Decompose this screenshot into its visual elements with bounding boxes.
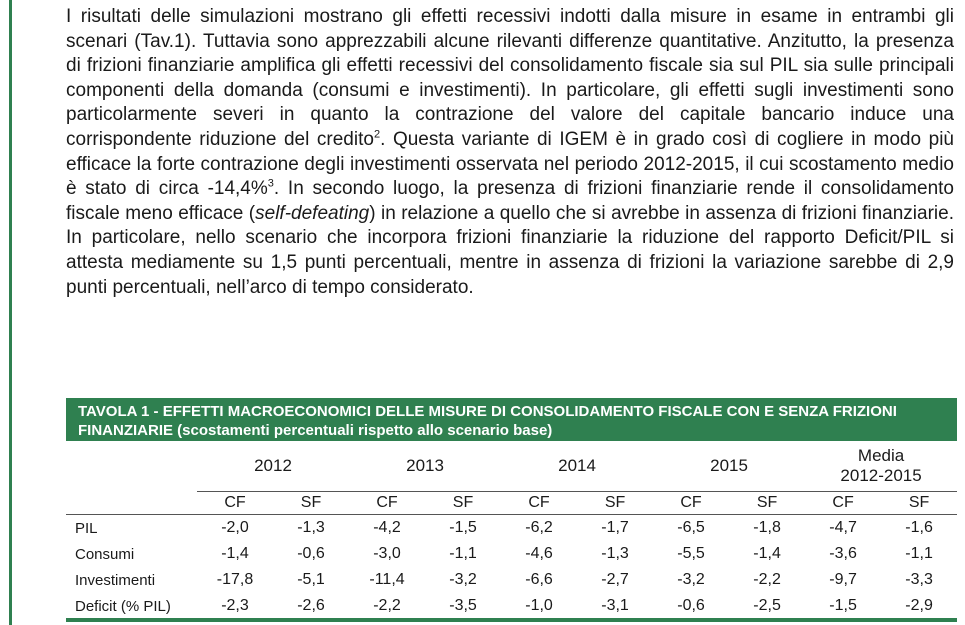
table-cell: -6,2 xyxy=(525,519,553,536)
table-cell: -1,1 xyxy=(905,545,933,562)
header-empty-cell xyxy=(66,441,197,492)
scenario-header: SF xyxy=(881,491,958,515)
table-cell: -1,1 xyxy=(449,545,477,562)
row-label: PIL xyxy=(75,519,98,537)
table-bottom-rule xyxy=(66,618,957,622)
table-cell: -3,6 xyxy=(829,545,857,562)
table-cell: -11,4 xyxy=(369,571,405,588)
table-cell: -6,5 xyxy=(677,519,705,536)
table-cell: -2,6 xyxy=(297,597,325,614)
row-label: Deficit (% PIL) xyxy=(75,597,171,615)
table-cell: -9,7 xyxy=(829,571,857,588)
year-header: 2012 xyxy=(197,441,350,492)
table-cell: -3,3 xyxy=(905,571,933,588)
table-cell: -1,6 xyxy=(905,519,933,536)
table-row-investimenti: Investimenti -17,8 -5,1 -11,4 -3,2 -6,6 … xyxy=(66,567,957,593)
scenario-header-row: CF SF CF SF CF SF CF SF CF SF xyxy=(66,491,958,515)
year-header: 2015 xyxy=(653,441,806,492)
macro-effects-table: 2012 2013 2014 2015 Media 2012-2015 CF SF… xyxy=(66,441,958,619)
scenario-header: SF xyxy=(729,491,806,515)
table-cell: -1,5 xyxy=(449,519,477,536)
scenario-header: CF xyxy=(349,491,426,515)
year-header: 2013 xyxy=(349,441,502,492)
row-label: Consumi xyxy=(75,545,135,563)
table-container: 2012 2013 2014 2015 Media 2012-2015 CF SF… xyxy=(66,441,958,619)
footnote-ref-2: 2 xyxy=(373,128,381,141)
paragraph-text-after-note: . In secondo luogo, la presenza di frizi… xyxy=(66,178,954,224)
table-cell: -2,2 xyxy=(373,597,401,614)
paragraph-text-middle: . Questa variante di IGEM è in grado cos… xyxy=(66,128,954,200)
table-cell: -1,3 xyxy=(297,519,325,536)
year-header-row: 2012 2013 2014 2015 Media 2012-2015 xyxy=(66,441,958,492)
scenario-header: SF xyxy=(273,491,350,515)
scenario-header: CF xyxy=(805,491,882,515)
table-cell: -2,7 xyxy=(601,571,629,588)
paragraph-text-intro: I risultati delle simulazioni mostrano g… xyxy=(66,6,954,150)
table-cell: -0,6 xyxy=(677,597,705,614)
table-row-consumi: Consumi -1,4 -0,6 -3,0 -1,1 -4,6 -1,3 -5… xyxy=(66,541,957,567)
table-cell: -0,6 xyxy=(297,545,325,562)
scenario-header: CF xyxy=(653,491,730,515)
row-label: Investimenti xyxy=(75,571,156,589)
table-cell: -1,0 xyxy=(525,597,553,614)
scenario-header: CF xyxy=(197,491,273,515)
table-cell: -2,3 xyxy=(221,597,249,614)
table-cell: -1,8 xyxy=(753,519,781,536)
paragraph-text-end: ) in relazione a quello che si avrebbe i… xyxy=(66,202,954,298)
scenario-header: SF xyxy=(425,491,502,515)
table-cell: -5,5 xyxy=(677,545,705,562)
year-header: 2014 xyxy=(501,441,654,492)
table-cell: -3,5 xyxy=(449,597,477,614)
table-cell: -2,2 xyxy=(753,571,781,588)
table-cell: -4,7 xyxy=(829,519,857,536)
body-paragraph: I risultati delle simulazioni mostrano g… xyxy=(66,5,954,300)
table-cell: -1,5 xyxy=(829,597,857,614)
table-row-pil: PIL -2,0 -1,3 -4,2 -1,5 -6,2 -1,7 -6,5 -… xyxy=(66,515,957,542)
scenario-header: CF xyxy=(501,491,578,515)
table-cell: -1,3 xyxy=(601,545,629,562)
table-cell: -3,2 xyxy=(677,571,705,588)
table-cell: -2,9 xyxy=(905,597,933,614)
table-title: TAVOLA 1 - EFFETTI MACROECONOMICI DELLE … xyxy=(66,398,957,441)
table-cell: -1,4 xyxy=(753,545,781,562)
table-cell: -2,5 xyxy=(753,597,781,614)
table-cell: -3,2 xyxy=(449,571,477,588)
media-header-line2: 2012-2015 xyxy=(840,466,922,485)
table-cell: -6,6 xyxy=(525,571,553,588)
table-row-deficit: Deficit (% PIL) -2,3 -2,6 -2,2 -3,5 -1,0… xyxy=(66,593,957,619)
table-cell: -1,4 xyxy=(221,545,249,562)
table-cell: -3,0 xyxy=(373,545,401,562)
table-cell: -17,8 xyxy=(216,571,254,588)
table-cell: -5,1 xyxy=(297,571,325,588)
media-header-line1: Media xyxy=(857,446,905,465)
table-cell: -3,1 xyxy=(601,597,629,614)
table-cell: -1,7 xyxy=(601,519,629,536)
footnote-ref-3: 3 xyxy=(267,177,274,190)
table-cell: -2,0 xyxy=(221,519,249,536)
scenario-header: SF xyxy=(577,491,654,515)
media-header: Media 2012-2015 xyxy=(805,441,958,492)
left-border-rule xyxy=(9,0,12,625)
table-cell: -4,6 xyxy=(525,545,553,562)
paragraph-italic-term: self-defeating xyxy=(255,202,370,224)
table-cell: -4,2 xyxy=(373,519,401,536)
header-empty-cell xyxy=(66,491,197,515)
